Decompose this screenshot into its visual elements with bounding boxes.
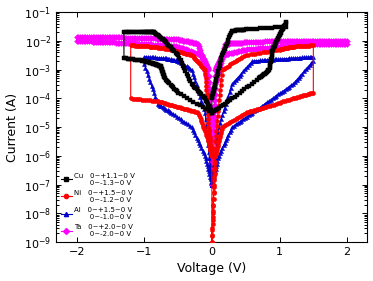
Legend: Cu   0~+1.1~0 V
       0~-1.3~0 V, Ni   0~+1.5~0 V
       0~-1.2~0 V, Al   0~+1.: Cu 0~+1.1~0 V 0~-1.3~0 V, Ni 0~+1.5~0 V …: [60, 171, 137, 239]
Y-axis label: Current (A): Current (A): [6, 92, 19, 162]
X-axis label: Voltage (V): Voltage (V): [177, 262, 247, 275]
